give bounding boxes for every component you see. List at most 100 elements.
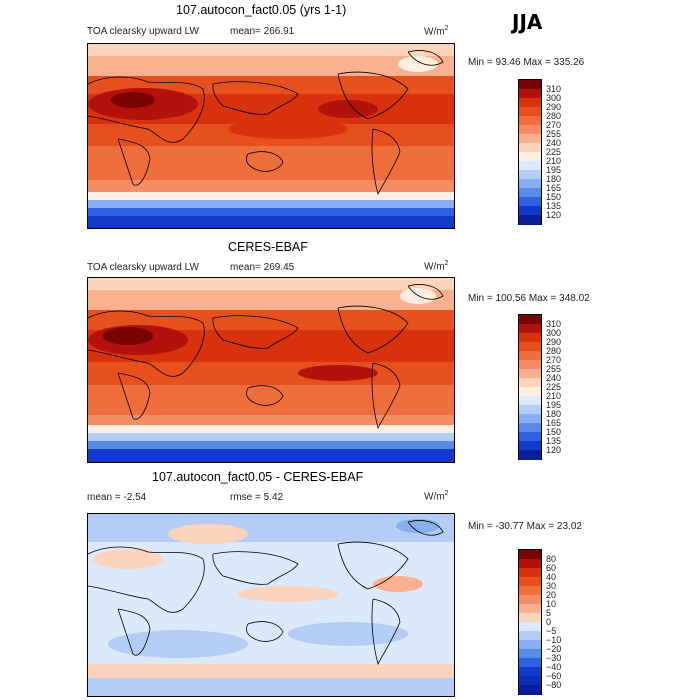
colorbar-tick-label: 195 [546,164,562,175]
colorbar-tick-label: 210 [546,155,562,166]
colorbar-tick-label: 280 [546,345,562,356]
colorbar-tick-label: 300 [546,327,562,338]
colorbar-tick-label: 165 [546,417,562,428]
panel-1-map [87,43,455,229]
colorbar-swatch [519,577,541,587]
colorbar-tick-label: 195 [546,399,562,410]
colorbar-tick-label: −80 [546,679,562,690]
colorbar-swatch [519,125,541,135]
colorbar-tick-label: 30 [546,580,557,591]
colorbar-tick-label: 270 [546,119,562,130]
panel-2-mean: mean= 269.45 [230,262,295,273]
colorbar-tick-label: 135 [546,200,562,211]
panel-1-variable: TOA clearsky upward LW [87,26,199,37]
panel-1-mean: mean= 266.91 [230,26,295,37]
colorbar-swatch [519,333,541,343]
colorbar-tick-label: 225 [546,381,562,392]
panel-1-minmax: Min = 93.46 Max = 335.26 [468,57,585,68]
panel-2-map [87,277,455,463]
colorbar-swatch [519,676,541,686]
colorbar-swatch [519,667,541,677]
colorbar-tick-label: 0 [546,616,552,627]
colorbar-tick-label: 80 [546,553,557,564]
colorbar-tick-label: 20 [546,589,557,600]
colorbar-tick-label: −60 [546,670,562,681]
colorbar-tick-label: −20 [546,643,562,654]
colorbar-swatch [519,179,541,189]
panel-1-colorbar [518,79,542,225]
panel-3-title: 107.autocon_fact0.05 - CERES-EBAF [152,470,364,484]
panel-2-title: CERES-EBAF [228,240,308,254]
colorbar-tick-label: 180 [546,173,562,184]
colorbar-swatch [519,559,541,569]
panel-3-colorbar [518,549,542,695]
colorbar-swatch [519,89,541,99]
panel-3-map [87,513,455,697]
colorbar-tick-label: 290 [546,101,562,112]
colorbar-swatch [519,152,541,162]
panel-1-unit: W/m2 [424,25,449,38]
colorbar-swatch [519,206,541,216]
colorbar-swatch [519,360,541,370]
colorbar-tick-label: −5 [546,625,557,636]
colorbar-tick-label: 310 [546,318,562,329]
colorbar-swatch [519,441,541,451]
colorbar-swatch [519,197,541,207]
colorbar-swatch [519,595,541,605]
colorbar-swatch [519,631,541,641]
colorbar-swatch [519,658,541,668]
colorbar-swatch [519,450,541,460]
panel-3-minmax: Min = -30.77 Max = 23.02 [468,521,582,532]
colorbar-tick-label: 150 [546,426,562,437]
colorbar-tick-label: 180 [546,408,562,419]
colorbar-tick-label: 120 [546,444,562,455]
colorbar-swatch [519,378,541,388]
colorbar-swatch [519,550,541,560]
colorbar-tick-label: 280 [546,110,562,121]
colorbar-swatch [519,351,541,361]
colorbar-swatch [519,405,541,415]
colorbar-swatch [519,170,541,180]
colorbar-tick-label: 210 [546,390,562,401]
colorbar-swatch [519,423,541,433]
colorbar-tick-label: −30 [546,652,562,663]
colorbar-tick-label: 225 [546,146,562,157]
colorbar-swatch [519,215,541,225]
colorbar-swatch [519,622,541,632]
colorbar-swatch [519,161,541,171]
colorbar-swatch [519,324,541,334]
colorbar-swatch [519,188,541,198]
colorbar-tick-label: 135 [546,435,562,446]
colorbar-tick-label: −40 [546,661,562,672]
colorbar-swatch [519,568,541,578]
colorbar-tick-label: 60 [546,562,557,573]
colorbar-tick-label: 10 [546,598,557,609]
colorbar-tick-label: 120 [546,209,562,220]
colorbar-swatch [519,685,541,695]
colorbar-swatch [519,387,541,397]
panel-2-variable: TOA clearsky upward LW [87,262,199,273]
colorbar-swatch [519,315,541,325]
colorbar-swatch [519,649,541,659]
colorbar-tick-label: 40 [546,571,557,582]
panel-3-unit: W/m2 [424,490,449,503]
colorbar-tick-label: 255 [546,363,562,374]
colorbar-tick-label: 240 [546,137,562,148]
colorbar-swatch [519,143,541,153]
colorbar-tick-label: 165 [546,182,562,193]
colorbar-swatch [519,396,541,406]
colorbar-swatch [519,80,541,90]
colorbar-swatch [519,98,541,108]
colorbar-swatch [519,107,541,117]
colorbar-swatch [519,586,541,596]
colorbar-tick-label: 150 [546,191,562,202]
colorbar-swatch [519,134,541,144]
colorbar-tick-label: 5 [546,607,552,618]
colorbar-swatch [519,432,541,442]
season-label: JJA [512,10,543,34]
panel-2-unit: W/m2 [424,260,449,273]
panel-1-title: 107.autocon_fact0.05 (yrs 1-1) [176,3,347,17]
colorbar-swatch [519,116,541,126]
colorbar-swatch [519,369,541,379]
colorbar-tick-label: −10 [546,634,562,645]
